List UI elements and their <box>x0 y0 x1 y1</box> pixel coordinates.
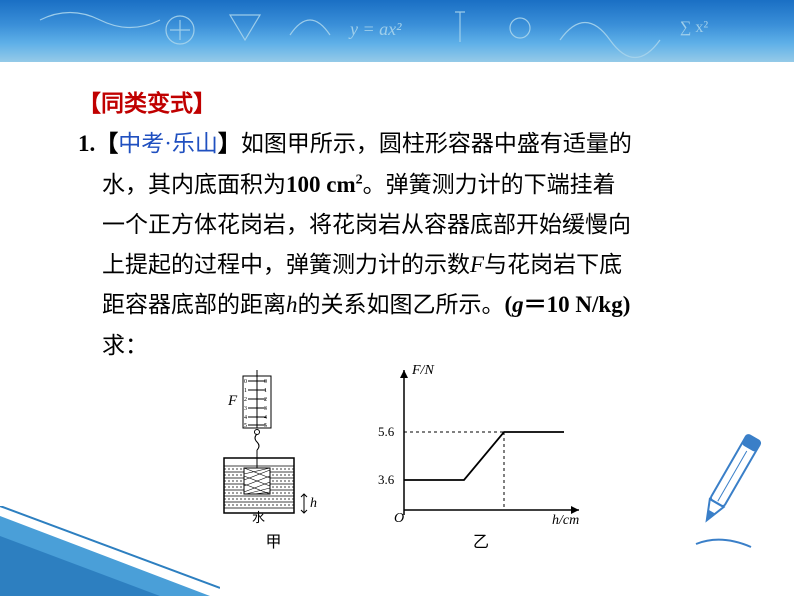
line5b: 的关系如图乙所示。 <box>298 292 505 317</box>
svg-text:5: 5 <box>264 423 267 429</box>
heading-text: 同类变式 <box>101 91 193 116</box>
ytick-36: 3.6 <box>378 472 395 487</box>
area-val: 100 cm <box>286 172 356 197</box>
heading-bracket-open: 【 <box>78 91 101 116</box>
line5a: 距容器底部的距离 <box>102 292 286 317</box>
area-exp: 2 <box>356 172 363 187</box>
svg-text:3: 3 <box>244 406 247 412</box>
figure-jia: F 0 1 2 3 4 5 0 1 2 3 4 5 <box>214 370 334 557</box>
svg-text:1: 1 <box>244 388 247 394</box>
figure-jia-svg: F 0 1 2 3 4 5 0 1 2 3 4 5 <box>214 370 334 525</box>
svg-text:2: 2 <box>264 397 267 403</box>
tag-bracket-open: 【 <box>95 131 118 156</box>
content-area: 【同类变式】 1.【中考·乐山】如图甲所示，圆柱形容器中盛有适量的 水，其内底面… <box>0 62 794 557</box>
svg-text:4: 4 <box>244 415 247 421</box>
line5: 距容器底部的距离h的关系如图乙所示。(g＝10 N/kg) <box>78 285 724 325</box>
fig-yi-caption: 乙 <box>473 529 489 557</box>
figure-yi-svg: F/N h/cm O 5.6 3.6 <box>374 360 589 525</box>
tag-bracket-close: 】 <box>218 131 241 156</box>
svg-text:1: 1 <box>264 388 267 394</box>
fig-jia-h-label: h <box>310 496 317 511</box>
x-axis-label: h/cm <box>552 513 579 525</box>
g-eq: ＝10 N/kg) <box>524 292 631 317</box>
pen-icon <box>676 426 776 556</box>
heading-bracket-close: 】 <box>193 91 216 116</box>
top-banner: y = ax² ∑ x² <box>0 0 794 62</box>
svg-text:0: 0 <box>264 379 267 385</box>
line4: 上提起的过程中，弹簧测力计的示数F与花岗岩下底 <box>78 245 724 285</box>
sym-F: F <box>470 252 484 277</box>
svg-text:0: 0 <box>244 379 247 385</box>
svg-text:5: 5 <box>244 423 247 429</box>
svg-text:2: 2 <box>244 397 247 403</box>
fig-jia-water-label: 水 <box>252 510 265 525</box>
fig-jia-F-label: F <box>227 393 238 409</box>
origin-label: O <box>394 511 404 525</box>
sym-h: h <box>286 292 298 317</box>
sym-g: g <box>512 292 524 317</box>
svg-text:4: 4 <box>264 415 267 421</box>
svg-text:y = ax²: y = ax² <box>348 19 402 39</box>
line1a: 如图甲所示，圆柱形容器中盛有适量的 <box>241 131 632 156</box>
fig-jia-caption: 甲 <box>265 529 281 557</box>
svg-text:3: 3 <box>264 406 267 412</box>
line2b: 。弹簧测力计的下端挂着 <box>363 172 616 197</box>
line4a: 上提起的过程中，弹簧测力计的示数 <box>102 252 470 277</box>
banner-formulas: y = ax² ∑ x² <box>0 0 794 62</box>
line3: 一个正方体花岗岩，将花岗岩从容器底部开始缓慢向 <box>78 205 724 245</box>
y-axis-label: F/N <box>411 363 434 378</box>
line2: 水，其内底面积为100 cm2。弹簧测力计的下端挂着 <box>78 165 724 205</box>
problem-text: 1.【中考·乐山】如图甲所示，圆柱形容器中盛有适量的 <box>78 124 724 164</box>
svg-text:∑ x²: ∑ x² <box>680 19 708 36</box>
section-heading: 【同类变式】 <box>78 84 724 124</box>
figure-yi: F/N h/cm O 5.6 3.6 乙 <box>374 360 589 557</box>
ytick-56: 5.6 <box>378 424 395 439</box>
problem-number: 1. <box>78 131 95 156</box>
bottom-left-triangle <box>0 506 220 596</box>
line4b: 与花岗岩下底 <box>484 252 622 277</box>
line2a: 水，其内底面积为 <box>102 172 286 197</box>
exam-tag: 中考·乐山 <box>118 131 218 156</box>
